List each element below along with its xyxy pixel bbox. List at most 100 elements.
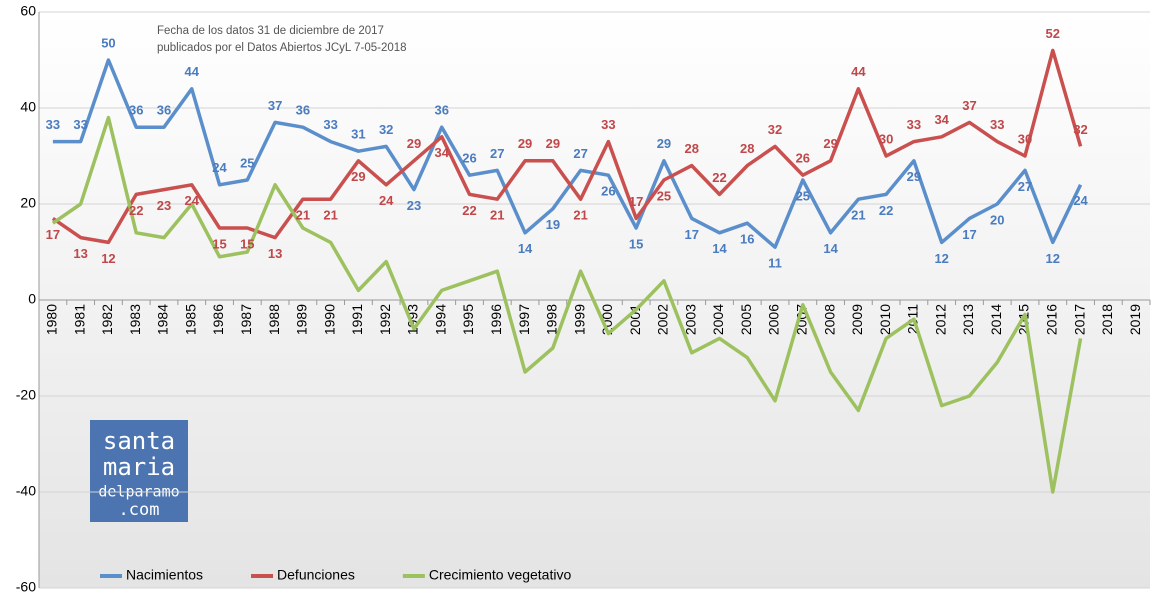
data-label: 26 <box>601 184 615 199</box>
data-label: 26 <box>462 151 476 166</box>
data-label: 19 <box>546 217 560 232</box>
data-label: 33 <box>907 117 921 132</box>
x-tick-label: 1996 <box>488 304 504 335</box>
data-label: 50 <box>101 35 115 50</box>
data-label: 28 <box>740 141 754 156</box>
data-label: 29 <box>518 136 532 151</box>
series-line <box>52 58 1083 249</box>
data-label: 33 <box>601 117 615 132</box>
data-label: 34 <box>435 145 450 160</box>
data-label: 17 <box>46 227 60 242</box>
data-label: 21 <box>323 208 337 223</box>
legend-label: Defunciones <box>277 567 355 583</box>
x-tick-label: 1995 <box>460 304 476 335</box>
data-label: 37 <box>268 98 282 113</box>
data-label: 22 <box>129 203 143 218</box>
y-tick-label: 60 <box>20 3 36 19</box>
data-label: 25 <box>657 188 671 203</box>
data-label: 29 <box>546 136 560 151</box>
data-label: 37 <box>962 98 976 113</box>
data-label: 29 <box>657 136 671 151</box>
data-label: 15 <box>629 236 643 251</box>
data-label: 31 <box>351 127 365 142</box>
y-tick-label: -60 <box>16 579 36 595</box>
x-tick-label: 1981 <box>71 304 87 335</box>
data-label: 21 <box>573 208 587 223</box>
data-label: 29 <box>907 169 921 184</box>
data-label: 44 <box>851 64 866 79</box>
data-label: 12 <box>934 251 948 266</box>
data-label: 26 <box>796 151 810 166</box>
x-tick-label: 1994 <box>432 304 448 335</box>
x-tick-label: 1992 <box>377 304 393 335</box>
x-tick-label: 2001 <box>627 304 643 335</box>
y-tick-label: -40 <box>16 483 36 499</box>
x-tick-label: 1998 <box>544 304 560 335</box>
x-tick-label: 2005 <box>738 304 754 335</box>
annotation: publicados por el Datos Abiertos JCyL 7-… <box>157 42 407 54</box>
data-label: 33 <box>323 117 337 132</box>
data-label: 21 <box>296 208 310 223</box>
data-label: 21 <box>851 208 865 223</box>
data-label: 24 <box>379 193 394 208</box>
legend-label: Crecimiento vegetativo <box>429 567 572 583</box>
data-label: 24 <box>1073 193 1088 208</box>
data-label: 12 <box>1046 251 1060 266</box>
data-label: 14 <box>823 241 838 256</box>
x-tick-label: 2000 <box>599 304 615 335</box>
x-tick-label: 1989 <box>294 304 310 335</box>
data-label: 32 <box>1073 122 1087 137</box>
logo <box>90 420 188 522</box>
data-label: 34 <box>934 112 949 127</box>
data-label: 25 <box>796 188 810 203</box>
x-tick-label: 2009 <box>849 304 865 335</box>
data-label: 29 <box>351 169 365 184</box>
data-label: 14 <box>712 241 727 256</box>
x-tick-label: 2002 <box>655 304 671 335</box>
data-label: 11 <box>768 256 782 271</box>
data-label: 23 <box>407 198 421 213</box>
y-tick-label: 40 <box>20 99 36 115</box>
data-label: 12 <box>101 251 115 266</box>
data-label: 52 <box>1046 26 1060 41</box>
x-tick-label: 1982 <box>99 304 115 335</box>
x-tick-label: 2013 <box>960 304 976 335</box>
annotation: Fecha de los datos 31 de diciembre de 20… <box>157 25 384 37</box>
x-tick-label: 2017 <box>1071 304 1087 335</box>
data-label: 17 <box>629 194 643 209</box>
data-label: 22 <box>879 203 893 218</box>
logo-text: maria <box>103 453 175 481</box>
data-label: 32 <box>379 122 393 137</box>
data-label: 27 <box>573 146 587 161</box>
data-label: 29 <box>823 136 837 151</box>
y-tick-label: 20 <box>20 195 36 211</box>
x-tick-label: 1988 <box>266 304 282 335</box>
data-label: 24 <box>185 193 200 208</box>
logo-text: .com <box>119 500 160 520</box>
data-label: 16 <box>740 232 754 247</box>
data-label: 33 <box>73 117 87 132</box>
data-label: 32 <box>768 122 782 137</box>
x-tick-label: 1999 <box>571 304 587 335</box>
data-label: 14 <box>518 241 533 256</box>
data-label: 15 <box>212 236 226 251</box>
data-label: 27 <box>490 146 504 161</box>
x-tick-label: 1987 <box>238 304 254 335</box>
x-tick-label: 1985 <box>182 304 198 335</box>
data-label: 13 <box>268 246 282 261</box>
data-label: 33 <box>990 117 1004 132</box>
y-tick-label: 0 <box>28 291 36 307</box>
data-label: 22 <box>462 203 476 218</box>
x-tick-label: 1983 <box>127 304 143 335</box>
x-tick-label: 1986 <box>210 304 226 335</box>
data-label: 17 <box>684 227 698 242</box>
data-label: 28 <box>684 141 698 156</box>
x-tick-label: 2006 <box>766 304 782 335</box>
x-tick-label: 1984 <box>155 304 171 335</box>
data-label: 29 <box>407 136 421 151</box>
data-label: 30 <box>879 131 893 146</box>
y-tick-label: -20 <box>16 387 36 403</box>
x-tick-label: 2004 <box>710 304 726 335</box>
data-label: 36 <box>129 103 143 118</box>
data-label: 17 <box>962 227 976 242</box>
